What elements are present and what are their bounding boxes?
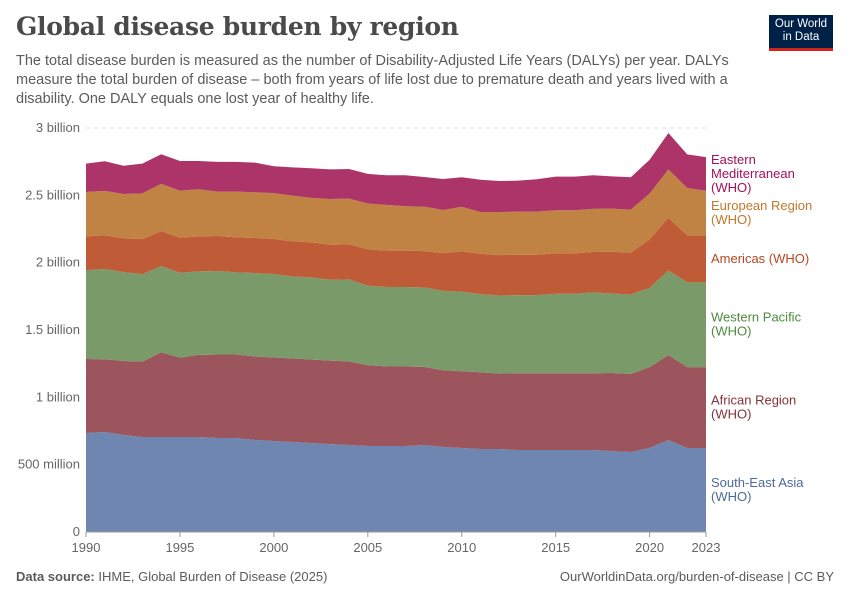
x-tick-label: 2023 [692,540,721,555]
legend-label: Eastern Mediterranean (WHO) [711,152,795,195]
area-african-region-who- [86,352,706,453]
y-tick-label: 0 [73,524,80,539]
legend-label: Americas (WHO) [711,251,809,266]
legend-label: European Region (WHO) [711,198,812,227]
owid-logo[interactable]: Our World in Data [769,15,833,51]
legend-label: South-East Asia (WHO) [711,475,804,504]
x-tick-label: 1990 [72,540,101,555]
area-european-region-who- [86,169,706,256]
y-tick-label: 1.5 billion [25,322,80,337]
y-tick-label: 500 million [18,457,80,472]
y-tick-label: 2 billion [36,255,80,270]
legend-label: African Region (WHO) [711,393,796,422]
x-tick-label: 2005 [353,540,382,555]
chart-title: Global disease burden by region [16,12,459,41]
y-tick-label: 1 billion [36,389,80,404]
x-tick-label: 2020 [635,540,664,555]
logo-text: Our World in Data [774,18,828,43]
source-text: IHME, Global Burden of Disease (2025) [98,569,328,584]
area-western-pacific-who- [86,266,706,374]
x-tick-label: 1995 [165,540,194,555]
area-south-east-asia-who- [86,431,706,532]
data-source: Data source: IHME, Global Burden of Dise… [16,569,327,584]
area-eastern-mediterranean-who- [86,132,706,213]
y-tick-label: 3 billion [36,120,80,135]
y-tick-label: 2.5 billion [25,187,80,202]
legend-label: Western Pacific (WHO) [711,310,802,339]
x-tick-label: 2000 [259,540,288,555]
x-tick-label: 2010 [447,540,476,555]
area-americas-who- [86,217,706,296]
source-url[interactable]: OurWorldinData.org/burden-of-disease | C… [559,569,834,584]
chart-subtitle: The total disease burden is measured as … [16,53,729,107]
source-label: Data source: [16,569,95,584]
x-tick-label: 2015 [541,540,570,555]
